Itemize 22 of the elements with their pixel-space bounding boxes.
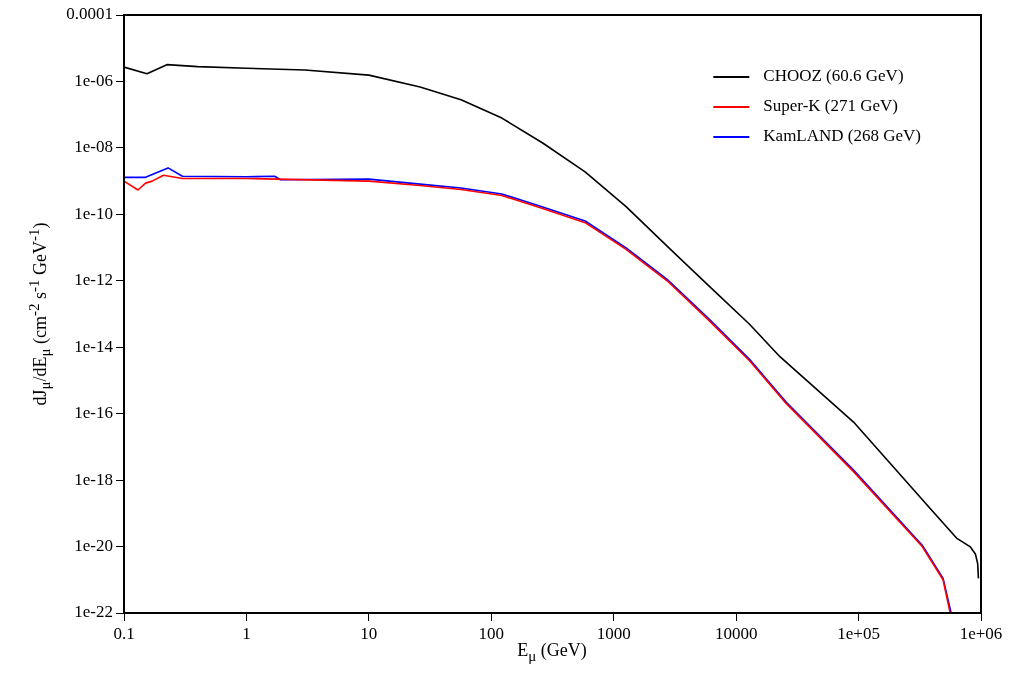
x-tick-label: 0.1 [113,623,135,643]
y-tick-label: 1e-12 [74,270,113,290]
y-tick-label: 0.0001 [66,4,113,24]
legend-label: CHOOZ (60.6 GeV) [763,66,904,86]
x-tick-label: 1e+06 [959,623,1003,643]
y-tick-label: 1e-08 [74,137,113,157]
y-tick-label: 1e-16 [74,403,113,423]
x-tick-label: 10 [360,623,378,643]
x-tick-label: 1e+05 [837,623,880,643]
y-tick-label: 1e-22 [74,602,113,622]
x-tick-label: 1 [242,623,251,643]
legend-label: KamLAND (268 GeV) [763,126,922,146]
y-tick-label: 1e-20 [74,536,113,556]
y-tick-label: 1e-06 [74,70,113,90]
y-tick-label: 1e-10 [74,203,113,223]
y-tick-label: 1e-14 [74,336,114,356]
x-axis-title: E$_{μ}$ (GeV) [517,640,587,665]
legend-label: Super-K (271 GeV) [763,96,899,116]
x-tick-label: 10000 [714,623,758,643]
x-tick-label: 1000 [596,623,631,643]
y-tick-label: 1e-18 [74,469,113,489]
x-tick-label: 100 [478,623,505,643]
